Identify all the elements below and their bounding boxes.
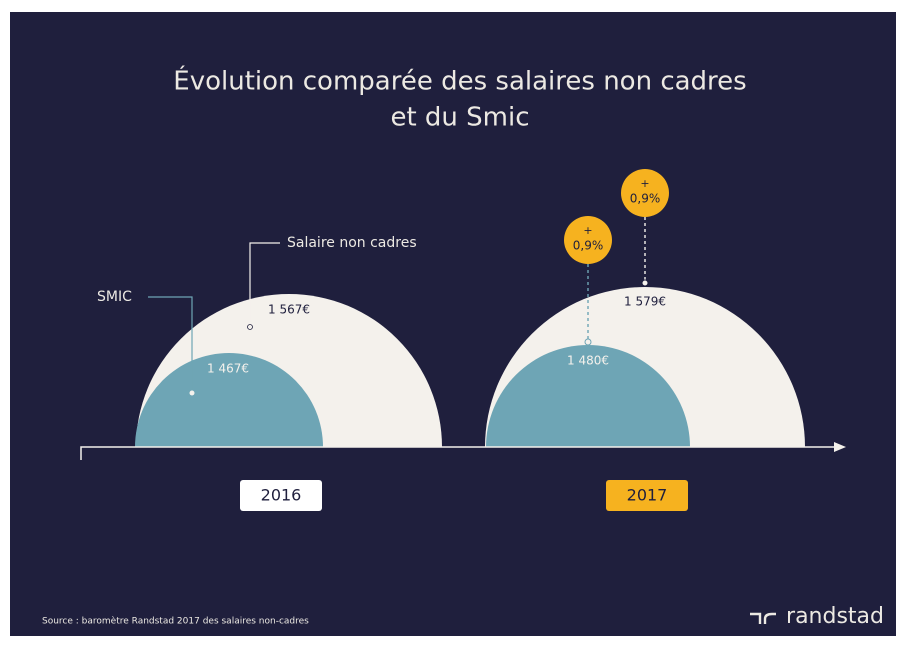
change-bubble (621, 169, 669, 217)
smic-dome (135, 353, 323, 447)
smic-dome (486, 345, 690, 447)
change-sign: + (583, 224, 592, 237)
smic-label: SMIC (97, 289, 132, 305)
smic-value: 1 467€ (207, 362, 249, 376)
smic-value: 1 480€ (567, 354, 609, 368)
axis-arrow (834, 442, 846, 452)
background (10, 12, 896, 636)
logo-icon (750, 612, 776, 624)
salary-label: Salaire non cadres (287, 235, 417, 251)
change-bubble (564, 216, 612, 264)
change-value: 0,9% (573, 239, 604, 253)
title-line: et du Smic (390, 103, 529, 133)
year-label: 2017 (627, 486, 668, 505)
source: Source : baromètre Randstad 2017 des sal… (42, 616, 309, 627)
change-value: 0,9% (630, 192, 661, 206)
year-box (606, 480, 688, 511)
salary-dot (247, 324, 253, 330)
salary-dot (641, 279, 649, 287)
salary-value: 1 567€ (268, 303, 310, 317)
change-sign: + (640, 177, 649, 190)
logo-text: randstad (786, 604, 884, 629)
salary-leader (249, 242, 280, 327)
smic-dot (189, 390, 195, 396)
year-box (240, 480, 322, 511)
year-label: 2016 (261, 486, 302, 505)
time-axis (80, 446, 836, 460)
title-line: Évolution comparée des salaires non cadr… (173, 65, 746, 97)
smic-leader (148, 296, 193, 393)
salary-value: 1 579€ (624, 295, 666, 309)
smic-dot (584, 338, 592, 346)
